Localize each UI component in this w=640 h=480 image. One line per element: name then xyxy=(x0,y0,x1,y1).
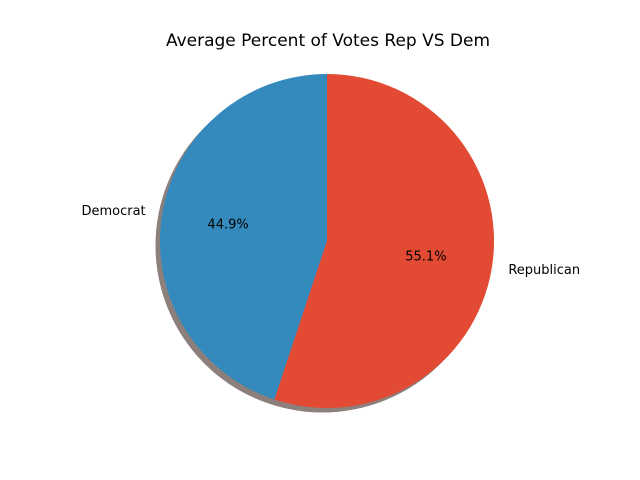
pie-slice-democrat xyxy=(159,74,327,400)
slice-label-democrat: Democrat xyxy=(81,204,145,219)
slice-percent-republican: 55.1% xyxy=(405,249,446,264)
slice-percent-democrat: 44.9% xyxy=(207,218,248,233)
slice-label-republican: Republican xyxy=(508,263,580,278)
pie-slice-republican xyxy=(274,74,494,408)
chart-title: Average Percent of Votes Rep VS Dem xyxy=(165,31,491,51)
